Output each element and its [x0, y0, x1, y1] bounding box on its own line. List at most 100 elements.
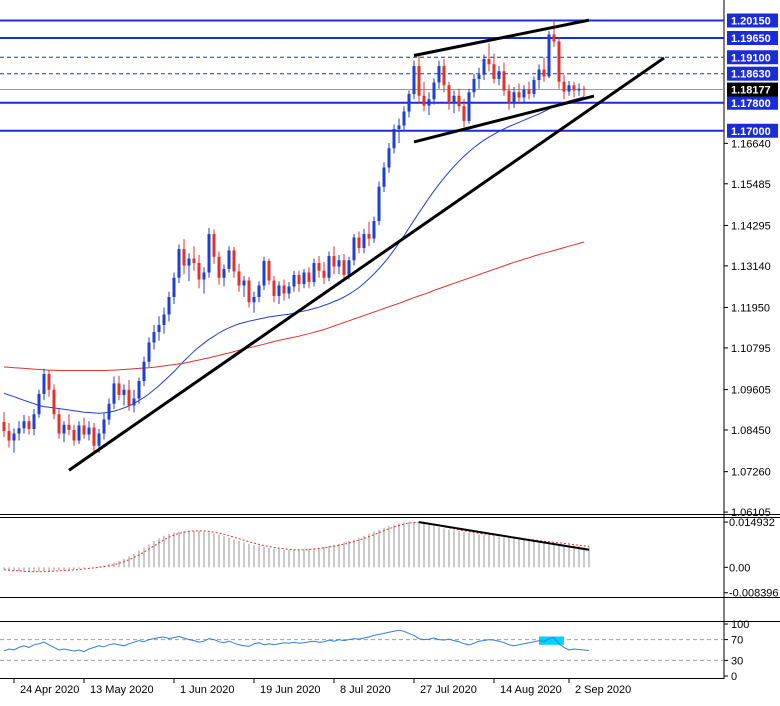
level-label-bg	[727, 95, 778, 110]
candle-body	[582, 88, 586, 90]
level-label-bg	[727, 13, 778, 28]
candle	[317, 256, 321, 278]
candle	[422, 81, 426, 112]
candle	[77, 421, 81, 444]
candle	[412, 60, 416, 100]
candle	[292, 270, 296, 292]
candle-body	[387, 148, 391, 168]
trendline	[413, 94, 595, 144]
candle-body	[102, 419, 106, 434]
candle	[32, 409, 36, 436]
candle	[537, 64, 541, 89]
candle	[137, 377, 141, 404]
trendlines	[68, 18, 665, 472]
candle	[177, 244, 181, 283]
candle	[42, 368, 46, 401]
candle-body	[352, 237, 356, 261]
candle-body	[87, 427, 91, 435]
candle-body	[292, 274, 296, 287]
candle	[227, 246, 231, 273]
current-price-bg	[727, 82, 778, 97]
candle	[122, 384, 126, 406]
candle-body	[12, 433, 16, 441]
candle	[102, 413, 106, 440]
candle	[542, 57, 546, 82]
candle	[117, 375, 121, 401]
candle-body	[237, 271, 241, 286]
time-tick-label: 8 Jul 2020	[340, 684, 391, 696]
candle-body	[312, 263, 316, 282]
candle	[247, 277, 251, 308]
price-levels	[0, 19, 724, 132]
oscillator-trendline	[418, 521, 590, 551]
candle-body	[107, 403, 111, 420]
candle	[242, 276, 246, 297]
price-axis: 1.16640 1.15485 1.14295 1.13140 1.11950 1.107…	[724, 13, 778, 519]
candle	[437, 60, 441, 89]
candle	[57, 409, 61, 439]
oscillator-tick-label: 0.00	[729, 562, 750, 574]
price-tick-label: 1.14295	[731, 220, 771, 232]
candle	[312, 258, 316, 287]
time-tick-label: 1 Jun 2020	[180, 684, 234, 696]
candle	[327, 251, 331, 282]
candle	[17, 421, 21, 441]
candle	[187, 253, 191, 282]
candle-body	[297, 274, 301, 285]
candle	[427, 92, 431, 115]
candle	[67, 414, 71, 436]
candle	[517, 83, 521, 103]
candle-body	[167, 297, 171, 315]
moving-averages	[3, 96, 585, 414]
rsi-tick-label: 30	[731, 655, 743, 667]
candle-body	[367, 234, 371, 239]
candle-body	[122, 389, 126, 395]
candle-body	[277, 285, 281, 296]
candle	[382, 162, 386, 192]
candle	[237, 263, 241, 292]
candle-body	[437, 66, 441, 83]
candle	[492, 53, 496, 84]
candle-body	[327, 256, 331, 278]
candle-body	[442, 66, 446, 86]
panel-frames	[0, 0, 780, 679]
candle-body	[97, 433, 101, 446]
candle-body	[467, 92, 471, 121]
price-tick-label: 1.10795	[731, 343, 771, 355]
candle	[582, 85, 586, 97]
candle	[272, 276, 276, 303]
candle-body	[202, 272, 206, 280]
candle-body	[392, 129, 396, 149]
candle-body	[47, 374, 51, 390]
candle	[307, 267, 311, 289]
candle	[72, 424, 76, 446]
candle	[212, 229, 216, 264]
candle-body	[257, 285, 261, 297]
candle	[112, 376, 116, 409]
candle	[377, 181, 381, 226]
candle-body	[57, 414, 61, 434]
moving-average-line	[3, 96, 585, 414]
candle-body	[432, 82, 436, 100]
price-tick-label: 1.09605	[731, 385, 771, 397]
candle	[207, 228, 211, 278]
candle-body	[332, 256, 336, 267]
time-tick-label: 14 Aug 2020	[500, 684, 562, 696]
candle	[142, 356, 146, 387]
candle-body	[67, 424, 71, 430]
candle	[167, 291, 171, 322]
candle	[362, 228, 366, 254]
candle-body	[342, 260, 346, 275]
candle-body	[117, 383, 121, 395]
candle-body	[497, 71, 501, 79]
candle	[2, 412, 6, 437]
candle-body	[197, 263, 201, 280]
price-tick-label: 1.11950	[731, 303, 770, 315]
level-label-bg	[727, 123, 778, 138]
candle	[467, 88, 471, 124]
candle-body	[212, 234, 216, 257]
candle	[387, 143, 391, 173]
candle	[552, 20, 556, 47]
candle	[342, 253, 346, 282]
candle-body	[502, 71, 506, 91]
